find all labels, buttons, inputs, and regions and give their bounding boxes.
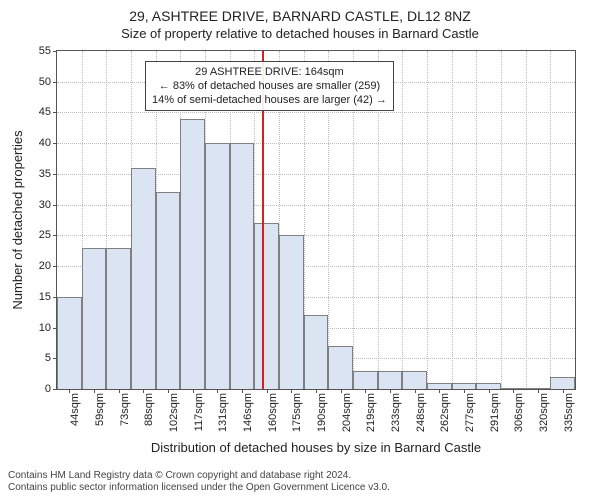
ytick-mark [53,51,57,52]
ytick-mark [53,143,57,144]
ytick-label: 0 [45,383,51,395]
annotation-line2: ← 83% of detached houses are smaller (25… [152,79,387,93]
ytick-label: 30 [39,199,51,211]
ytick-label: 10 [39,322,51,334]
bar [131,168,156,389]
plot-area: 051015202530354045505544sqm59sqm73sqm88s… [56,50,576,390]
ytick-mark [53,82,57,83]
bar [304,315,329,389]
xtick-label: 117sqm [193,393,205,431]
gridline-v [427,51,428,389]
xtick-label: 131sqm [217,393,229,432]
ytick-label: 55 [39,45,51,57]
ytick-label: 45 [39,106,51,118]
bar [402,371,427,389]
ytick-mark [53,205,57,206]
gridline-v [402,51,403,389]
gridline-h [57,143,575,144]
chart-container: 29, ASHTREE DRIVE, BARNARD CASTLE, DL12 … [0,0,600,500]
ytick-label: 25 [39,229,51,241]
x-axis-label: Distribution of detached houses by size … [56,440,576,455]
bar [328,346,353,389]
bar [353,371,378,389]
bar [82,248,107,389]
gridline-v [452,51,453,389]
ytick-label: 35 [39,168,51,180]
xtick-label: 175sqm [291,393,303,432]
gridline-v [476,51,477,389]
xtick-label: 233sqm [390,393,402,432]
ytick-mark [53,174,57,175]
xtick-label: 59sqm [94,393,106,426]
annotation-line3: 14% of semi-detached houses are larger (… [152,93,387,107]
footer: Contains HM Land Registry data © Crown c… [8,470,390,494]
xtick-label: 88sqm [143,393,155,426]
annotation-box: 29 ASHTREE DRIVE: 164sqm← 83% of detache… [145,61,394,111]
y-axis-label: Number of detached properties [10,130,25,309]
footer-line2: Contains public sector information licen… [8,482,390,494]
bar [205,143,230,389]
xtick-label: 262sqm [439,393,451,432]
bar [156,192,181,389]
xtick-label: 306sqm [513,393,525,432]
xtick-label: 291sqm [489,393,501,432]
xtick-label: 204sqm [341,393,353,432]
bar [106,248,131,389]
xtick-label: 190sqm [316,393,328,432]
gridline-v [526,51,527,389]
xtick-label: 320sqm [538,393,550,432]
bar [550,377,575,389]
xtick-label: 248sqm [415,393,427,432]
gridline-v [550,51,551,389]
xtick-label: 219sqm [365,393,377,432]
xtick-label: 160sqm [267,393,279,432]
xtick-label: 335sqm [563,393,575,432]
xtick-label: 146sqm [242,393,254,432]
bar [254,223,279,389]
ytick-mark [53,235,57,236]
xtick-label: 44sqm [69,393,81,426]
bar [57,297,82,389]
xtick-label: 277sqm [464,393,476,432]
ytick-label: 20 [39,260,51,272]
annotation-line1: 29 ASHTREE DRIVE: 164sqm [152,65,387,79]
xtick-label: 102sqm [168,393,180,432]
ytick-mark [53,112,57,113]
bar [230,143,255,389]
bar [279,235,304,389]
ytick-mark [53,389,57,390]
gridline-v [501,51,502,389]
footer-line1: Contains HM Land Registry data © Crown c… [8,470,390,482]
ytick-mark [53,266,57,267]
ytick-label: 50 [39,76,51,88]
ytick-label: 40 [39,137,51,149]
bar [180,119,205,389]
ytick-label: 15 [39,291,51,303]
ytick-label: 5 [45,352,51,364]
title-sub: Size of property relative to detached ho… [0,26,600,41]
xtick-label: 73sqm [119,393,131,426]
bar [378,371,403,389]
title-main: 29, ASHTREE DRIVE, BARNARD CASTLE, DL12 … [0,8,600,24]
gridline-h [57,112,575,113]
